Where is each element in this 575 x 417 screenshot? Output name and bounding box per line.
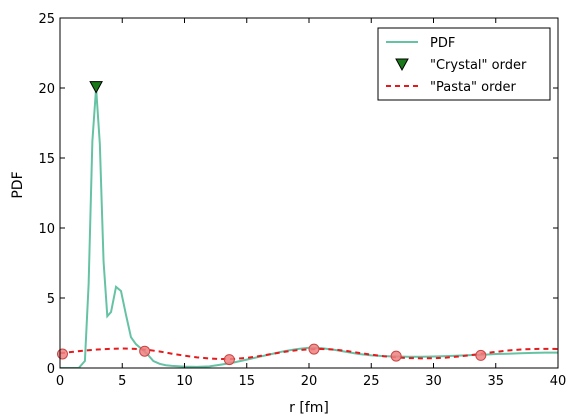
circle-marker bbox=[223, 354, 235, 366]
legend-entry: "Pasta" order bbox=[430, 80, 516, 95]
x-tick-label: 0 bbox=[56, 374, 64, 389]
x-axis-label: r [fm] bbox=[289, 400, 329, 416]
x-tick-label: 20 bbox=[301, 374, 318, 389]
x-tick-label: 10 bbox=[176, 374, 193, 389]
y-tick-label: 20 bbox=[38, 82, 55, 97]
y-tick-label: 15 bbox=[38, 152, 55, 167]
y-tick-label: 0 bbox=[47, 362, 55, 377]
x-tick-label: 30 bbox=[425, 374, 442, 389]
circle-marker bbox=[308, 343, 320, 355]
legend-entry: "Crystal" order bbox=[430, 58, 527, 73]
y-tick-label: 5 bbox=[47, 292, 55, 307]
plot-area bbox=[56, 81, 558, 368]
y-tick-label: 25 bbox=[38, 12, 55, 27]
legend-entry: PDF bbox=[430, 36, 455, 51]
circle-marker bbox=[139, 345, 151, 357]
series-line-0 bbox=[60, 87, 558, 368]
circle-marker bbox=[475, 349, 487, 361]
legend-swatch bbox=[395, 58, 409, 72]
circle-marker bbox=[56, 348, 68, 360]
circle-marker bbox=[390, 350, 402, 362]
y-axis-label: PDF bbox=[10, 171, 26, 198]
x-tick-label: 15 bbox=[238, 374, 255, 389]
legend-box bbox=[377, 27, 551, 101]
x-tick-label: 25 bbox=[363, 374, 380, 389]
x-tick-label: 40 bbox=[550, 374, 567, 389]
crystal-marker bbox=[89, 81, 103, 94]
x-tick-label: 5 bbox=[118, 374, 126, 389]
y-tick-label: 10 bbox=[38, 222, 55, 237]
x-tick-label: 35 bbox=[487, 374, 504, 389]
series-group bbox=[60, 87, 558, 368]
axes: 0 5 10 15 20 25 30 35 40 0 5 10 15 20 25 bbox=[38, 12, 566, 389]
legend: PDF "Crystal" order "Pasta" order bbox=[377, 27, 551, 101]
